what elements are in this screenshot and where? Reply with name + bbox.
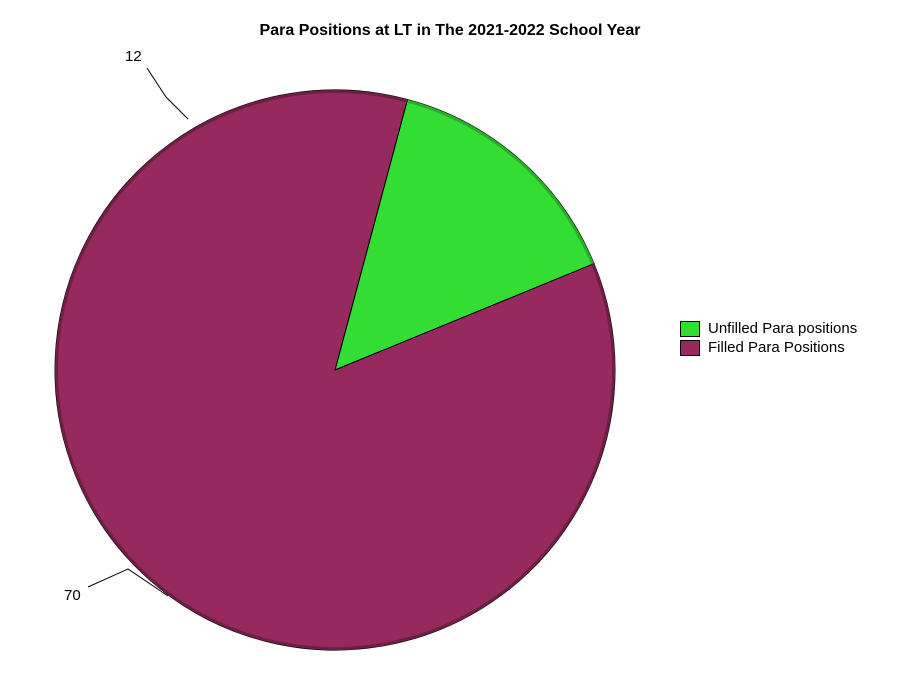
callout-label-0: 12 — [125, 48, 142, 65]
legend-item-1: Filled Para Positions — [680, 339, 857, 356]
legend-swatch-1 — [680, 340, 700, 356]
legend-swatch-0 — [680, 321, 700, 337]
callout-leader-0 — [147, 68, 188, 119]
legend-label-1: Filled Para Positions — [708, 339, 845, 356]
callout-label-1: 70 — [64, 587, 81, 604]
legend-item-0: Unfilled Para positions — [680, 320, 857, 337]
chart-container: Para Positions at LT in The 2021-2022 Sc… — [0, 0, 900, 675]
legend: Unfilled Para positions Filled Para Posit… — [680, 320, 857, 358]
legend-label-0: Unfilled Para positions — [708, 320, 857, 337]
